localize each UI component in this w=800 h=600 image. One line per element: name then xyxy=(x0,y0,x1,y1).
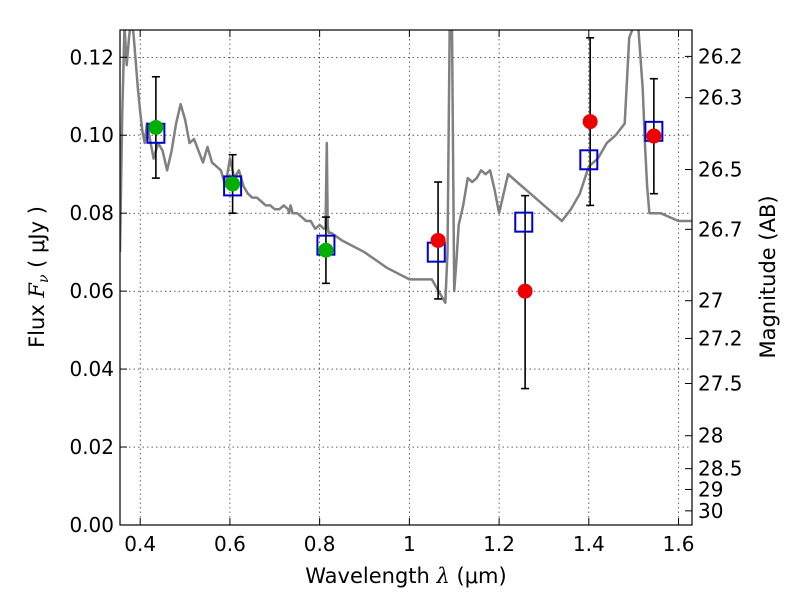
y-tick-label: 0.12 xyxy=(69,45,114,69)
observed-point xyxy=(582,114,598,130)
observed-point xyxy=(148,119,164,135)
x-tick-label: 0.6 xyxy=(214,532,246,556)
y2-tick-label: 27 xyxy=(698,289,723,313)
y2-tick-label: 26.2 xyxy=(698,44,743,68)
y2-tick-label: 30 xyxy=(698,499,723,523)
plot-frame xyxy=(119,29,693,526)
y-tick-label: 0.02 xyxy=(69,435,114,459)
x-tick-label: 1.6 xyxy=(663,532,695,556)
x-axis-label: Wavelength λ (μm) xyxy=(305,564,506,588)
ticks: 0.4 0.6 0.8 1 1.2 1.4 1.6 0.00 0.02 0.04 0.06 0.08 0… xyxy=(69,30,743,556)
observed-point xyxy=(318,242,334,258)
y2-tick-label: 26.7 xyxy=(698,217,743,241)
x-tick-label: 0.4 xyxy=(124,532,156,556)
observed-point xyxy=(517,283,533,299)
model-photometry-square xyxy=(579,149,599,171)
x-tick-label: 0.8 xyxy=(304,532,336,556)
y2-tick-label: 27.2 xyxy=(698,326,743,350)
y-tick-label: 0.04 xyxy=(69,357,114,381)
y2-tick-label: 28 xyxy=(698,424,723,448)
y-tick-label: 0.00 xyxy=(69,513,114,537)
x-tick-label: 1.2 xyxy=(483,532,515,556)
observed-point xyxy=(225,176,241,192)
observed-point xyxy=(430,232,446,248)
model-photometry-square xyxy=(514,211,534,233)
y2-axis-label: Magnitude (AB) xyxy=(756,195,780,358)
y2-tick-label: 27.5 xyxy=(698,371,743,395)
y-axis-label: Flux Fν ( μJy ) xyxy=(25,206,52,348)
y2-tick-label: 26.3 xyxy=(698,86,743,110)
data-layer xyxy=(120,30,692,390)
x-tick-label: 1.4 xyxy=(573,532,605,556)
y2-tick-label: 26.5 xyxy=(698,158,743,182)
model-spectrum-line xyxy=(120,30,692,305)
y2-tick-label: 28.5 xyxy=(698,457,743,481)
x-tick-label: 1 xyxy=(403,532,416,556)
y2-tick-label: 29 xyxy=(698,477,723,501)
y-tick-label: 0.06 xyxy=(69,279,114,303)
observed-point xyxy=(646,128,662,144)
y-tick-label: 0.10 xyxy=(69,123,114,147)
y-tick-label: 0.08 xyxy=(69,201,114,225)
model-photometry-square xyxy=(223,175,243,197)
